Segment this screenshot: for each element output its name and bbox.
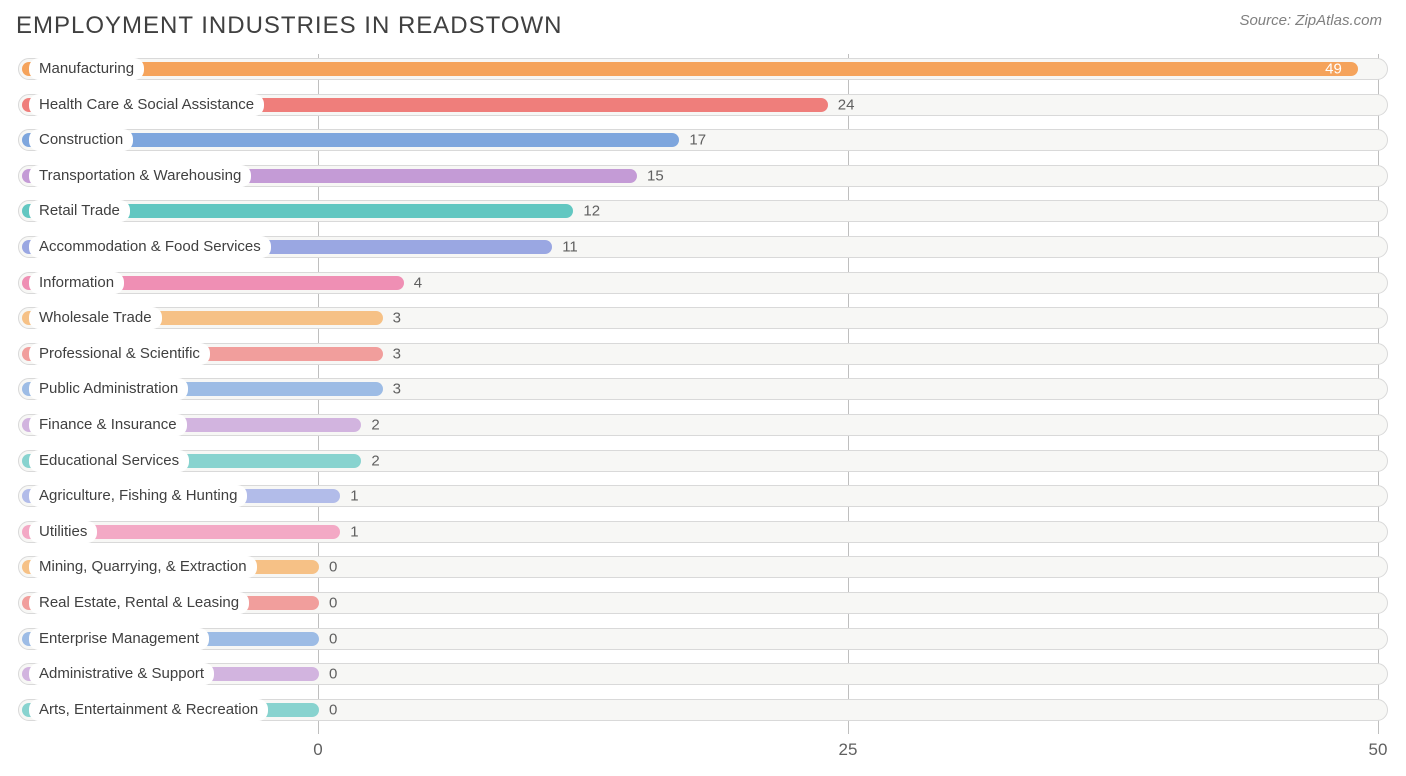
bar-value: 0 xyxy=(329,559,337,576)
bar-value: 49 xyxy=(1325,61,1342,78)
bar-value: 3 xyxy=(393,345,401,362)
bar-track: Agriculture, Fishing & Hunting 1 xyxy=(18,485,1388,507)
bar-label: Health Care & Social Assistance xyxy=(29,94,264,116)
bar-label: Information xyxy=(29,272,124,294)
bar-label: Arts, Entertainment & Recreation xyxy=(29,699,268,721)
bar-label: Real Estate, Rental & Leasing xyxy=(29,592,249,614)
bar-row: Real Estate, Rental & Leasing 0 xyxy=(18,588,1388,618)
bar-label: Administrative & Support xyxy=(29,663,214,685)
bar-label: Enterprise Management xyxy=(29,628,209,650)
bar-value: 12 xyxy=(583,203,600,220)
bar-value: 4 xyxy=(414,274,422,291)
bar-value: 15 xyxy=(647,167,664,184)
bar-row: Transportation & Warehousing 15 xyxy=(18,161,1388,191)
chart-title: EMPLOYMENT INDUSTRIES IN READSTOWN xyxy=(16,12,563,40)
bar-label: Wholesale Trade xyxy=(29,307,162,329)
bar-row: Wholesale Trade 3 xyxy=(18,303,1388,333)
x-tick-label: 50 xyxy=(1369,740,1388,760)
bar-track: Information 4 xyxy=(18,272,1388,294)
bar-label: Utilities xyxy=(29,521,97,543)
bar-track: Professional & Scientific 3 xyxy=(18,343,1388,365)
bar-value: 2 xyxy=(371,416,379,433)
bar-row: Finance & Insurance 2 xyxy=(18,410,1388,440)
bar-value: 0 xyxy=(329,701,337,718)
chart-container: EMPLOYMENT INDUSTRIES IN READSTOWN Sourc… xyxy=(0,0,1406,776)
bar-row: Mining, Quarrying, & Extraction 0 xyxy=(18,552,1388,582)
plot-area: Manufacturing 49 Health Care & Social Assi… xyxy=(18,54,1388,734)
bar-value: 24 xyxy=(838,96,855,113)
bar-row: Utilities 1 xyxy=(18,517,1388,547)
bar-track: Enterprise Management 0 xyxy=(18,628,1388,650)
x-tick-label: 0 xyxy=(313,740,322,760)
bar-row: Health Care & Social Assistance 24 xyxy=(18,90,1388,120)
bar-track: Health Care & Social Assistance 24 xyxy=(18,94,1388,116)
bar-label: Retail Trade xyxy=(29,200,130,222)
bar-label: Agriculture, Fishing & Hunting xyxy=(29,485,247,507)
bar-label: Professional & Scientific xyxy=(29,343,210,365)
bar-track: Arts, Entertainment & Recreation 0 xyxy=(18,699,1388,721)
bar-row: Information 4 xyxy=(18,268,1388,298)
bar-row: Professional & Scientific 3 xyxy=(18,339,1388,369)
bar-value: 3 xyxy=(393,310,401,327)
bar-value: 11 xyxy=(562,238,578,255)
bar-label: Finance & Insurance xyxy=(29,414,187,436)
bar-track: Accommodation & Food Services 11 xyxy=(18,236,1388,258)
bar-track: Wholesale Trade 3 xyxy=(18,307,1388,329)
bar-label: Public Administration xyxy=(29,378,188,400)
bar-label: Accommodation & Food Services xyxy=(29,236,271,258)
bar-value: 0 xyxy=(329,594,337,611)
bar-row: Enterprise Management 0 xyxy=(18,624,1388,654)
bar-value: 2 xyxy=(371,452,379,469)
bar-track: Construction 17 xyxy=(18,129,1388,151)
bar-value: 0 xyxy=(329,666,337,683)
bar-value: 1 xyxy=(350,488,358,505)
bar-fill xyxy=(22,62,1358,76)
bar-label: Manufacturing xyxy=(29,58,144,80)
bar-row: Arts, Entertainment & Recreation 0 xyxy=(18,695,1388,725)
bar-value: 17 xyxy=(689,132,706,149)
bar-value: 3 xyxy=(393,381,401,398)
bar-track: Retail Trade 12 xyxy=(18,200,1388,222)
bar-row: Construction 17 xyxy=(18,125,1388,155)
bar-track: Transportation & Warehousing 15 xyxy=(18,165,1388,187)
x-axis: 0 25 50 xyxy=(18,736,1388,764)
bar-row: Manufacturing 49 xyxy=(18,54,1388,84)
bar-row: Agriculture, Fishing & Hunting 1 xyxy=(18,481,1388,511)
bar-track: Real Estate, Rental & Leasing 0 xyxy=(18,592,1388,614)
bar-row: Retail Trade 12 xyxy=(18,196,1388,226)
bar-row: Accommodation & Food Services 11 xyxy=(18,232,1388,262)
bar-track: Utilities 1 xyxy=(18,521,1388,543)
chart-source: Source: ZipAtlas.com xyxy=(1239,12,1390,29)
bar-track: Finance & Insurance 2 xyxy=(18,414,1388,436)
bar-value: 1 xyxy=(350,523,358,540)
x-tick-label: 25 xyxy=(839,740,858,760)
bar-track: Public Administration 3 xyxy=(18,378,1388,400)
bar-value: 0 xyxy=(329,630,337,647)
bar-track: Manufacturing 49 xyxy=(18,58,1388,80)
bar-track: Administrative & Support 0 xyxy=(18,663,1388,685)
bar-row: Administrative & Support 0 xyxy=(18,659,1388,689)
bar-track: Educational Services 2 xyxy=(18,450,1388,472)
bar-row: Educational Services 2 xyxy=(18,446,1388,476)
chart-header: EMPLOYMENT INDUSTRIES IN READSTOWN Sourc… xyxy=(16,12,1390,40)
bar-label: Mining, Quarrying, & Extraction xyxy=(29,556,257,578)
bar-row: Public Administration 3 xyxy=(18,374,1388,404)
bar-label: Construction xyxy=(29,129,133,151)
bar-label: Educational Services xyxy=(29,450,189,472)
bar-track: Mining, Quarrying, & Extraction 0 xyxy=(18,556,1388,578)
bar-label: Transportation & Warehousing xyxy=(29,165,251,187)
